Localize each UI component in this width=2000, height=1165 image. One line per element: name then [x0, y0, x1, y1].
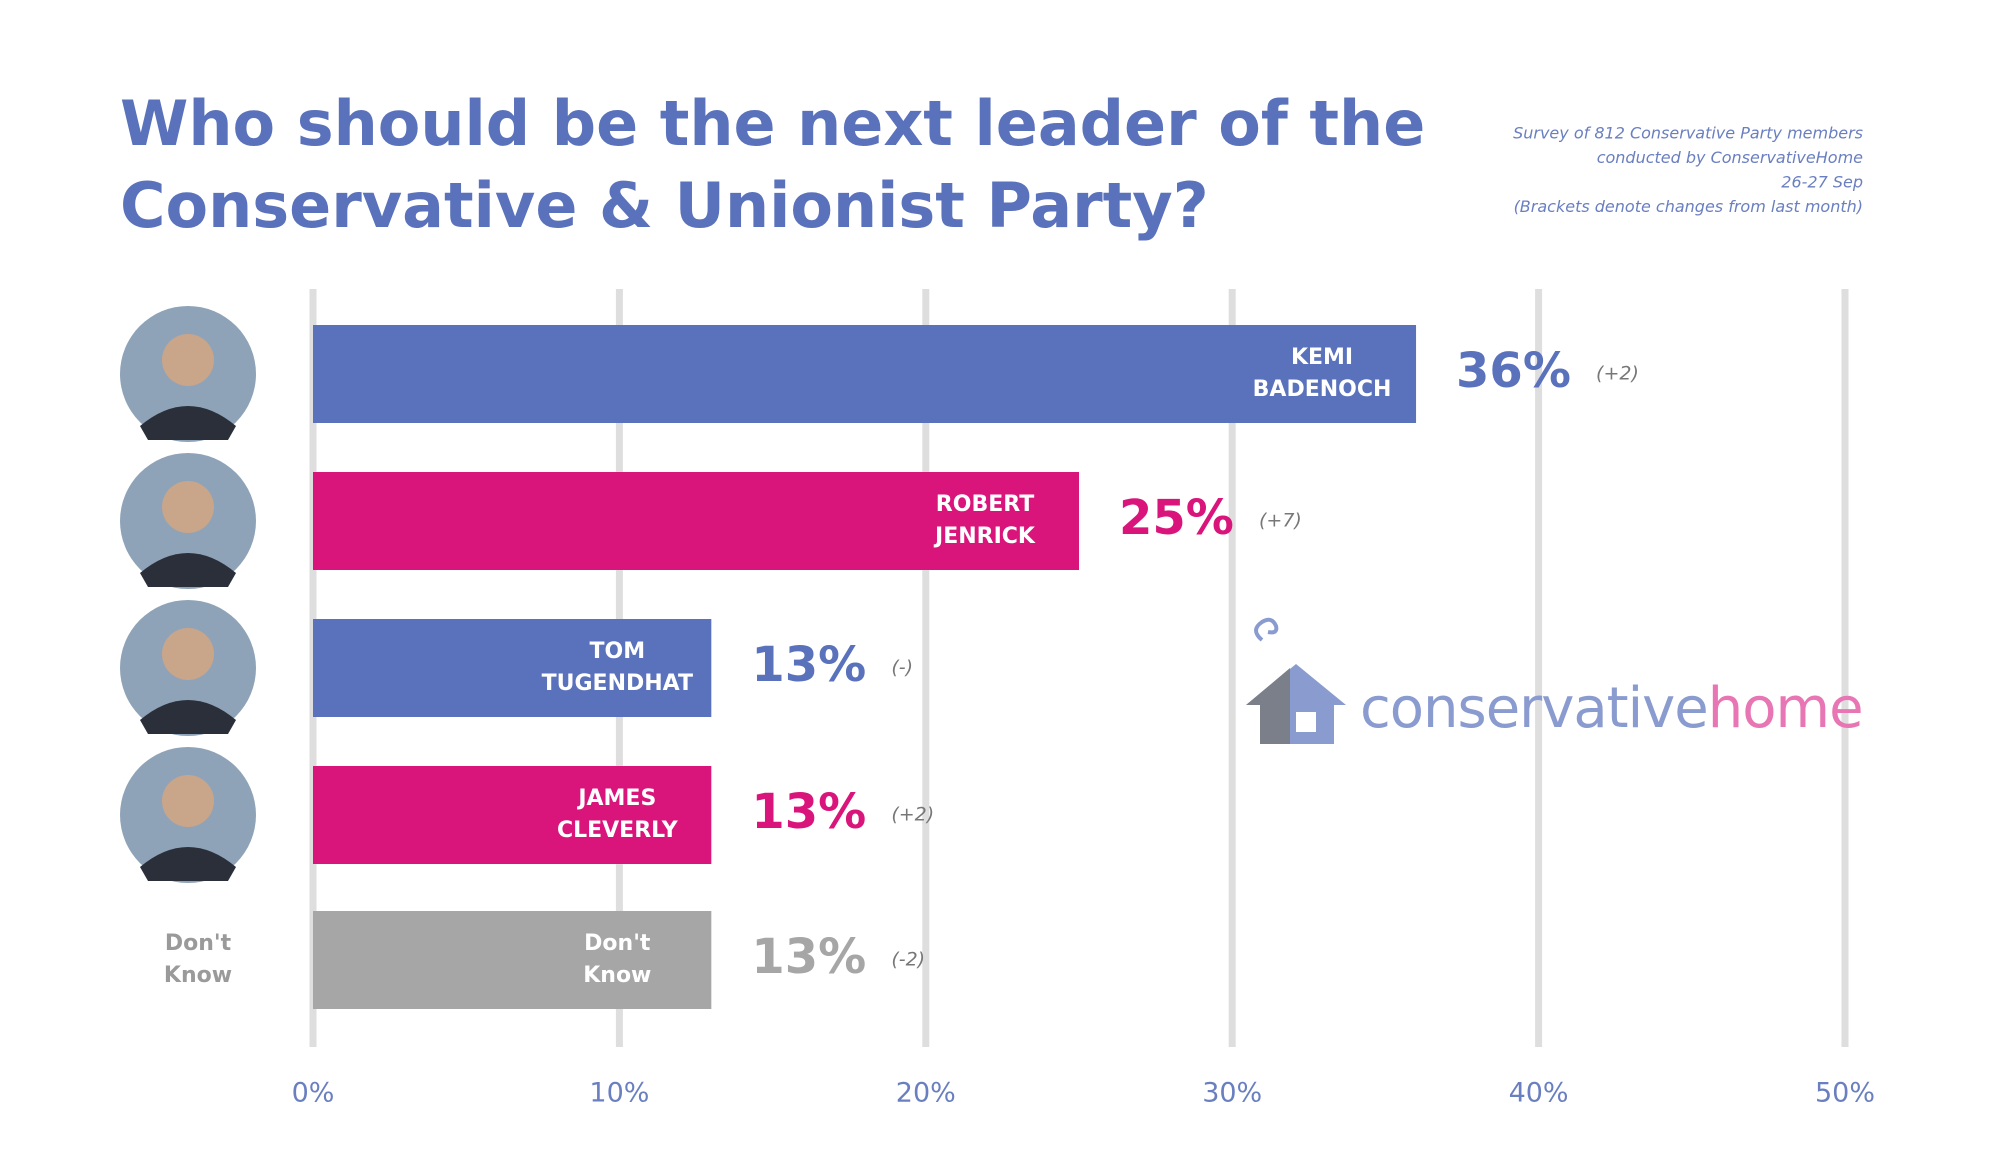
- logo-part: conservative: [1360, 676, 1708, 741]
- bar-label: JAMES CLEVERLY: [557, 786, 679, 843]
- bar-label: KEMI BADENOCH: [1253, 345, 1392, 402]
- photo-body: [140, 553, 236, 587]
- photo-head: [162, 481, 214, 533]
- x-tick-label: 40%: [1509, 1078, 1569, 1109]
- value-label: 13%: [751, 637, 866, 693]
- survey-note: (Brackets denote changes from last month…: [1514, 197, 1863, 216]
- bar: [313, 619, 712, 717]
- bar-label: TOM TUGENDHAT: [542, 639, 693, 696]
- value-label: 13%: [751, 929, 866, 985]
- change-label: (-2): [891, 949, 925, 971]
- x-tick-label: 30%: [1202, 1078, 1262, 1109]
- photo-body: [140, 700, 236, 734]
- change-label: (+7): [1259, 510, 1302, 532]
- survey-note: conducted by ConservativeHome: [1597, 148, 1863, 167]
- photo-body: [140, 406, 236, 440]
- photo-head: [162, 628, 214, 680]
- chart-title: Conservative & Unionist Party?: [120, 169, 1209, 242]
- photo-head: [162, 775, 214, 827]
- change-label: (+2): [891, 804, 934, 826]
- house-icon: [1246, 617, 1346, 744]
- value-label: 13%: [751, 784, 866, 840]
- bar-label: Don't Know: [583, 931, 651, 988]
- x-tick-label: 20%: [896, 1078, 956, 1109]
- survey-note: Survey of 812 Conservative Party members: [1513, 124, 1863, 143]
- row-label: Don't Know: [164, 931, 232, 988]
- x-tick-label: 10%: [589, 1078, 649, 1109]
- logo: conservativehome: [1360, 676, 1863, 741]
- survey-note: 26-27 Sep: [1781, 173, 1863, 192]
- bar: [313, 766, 712, 864]
- bar: [313, 325, 1417, 423]
- bar: [313, 472, 1079, 570]
- change-label: (+2): [1596, 363, 1639, 385]
- value-label: 36%: [1456, 343, 1571, 399]
- value-label: 25%: [1119, 490, 1234, 546]
- bar-label: ROBERT JENRICK: [933, 492, 1036, 549]
- x-tick-label: 0%: [292, 1078, 335, 1109]
- photo-body: [140, 847, 236, 881]
- x-tick-label: 50%: [1815, 1078, 1875, 1109]
- change-label: (-): [891, 657, 913, 679]
- photo-head: [162, 334, 214, 386]
- chart-title: Who should be the next leader of the: [120, 87, 1425, 160]
- logo-part: home: [1708, 676, 1863, 741]
- bar: [313, 911, 712, 1009]
